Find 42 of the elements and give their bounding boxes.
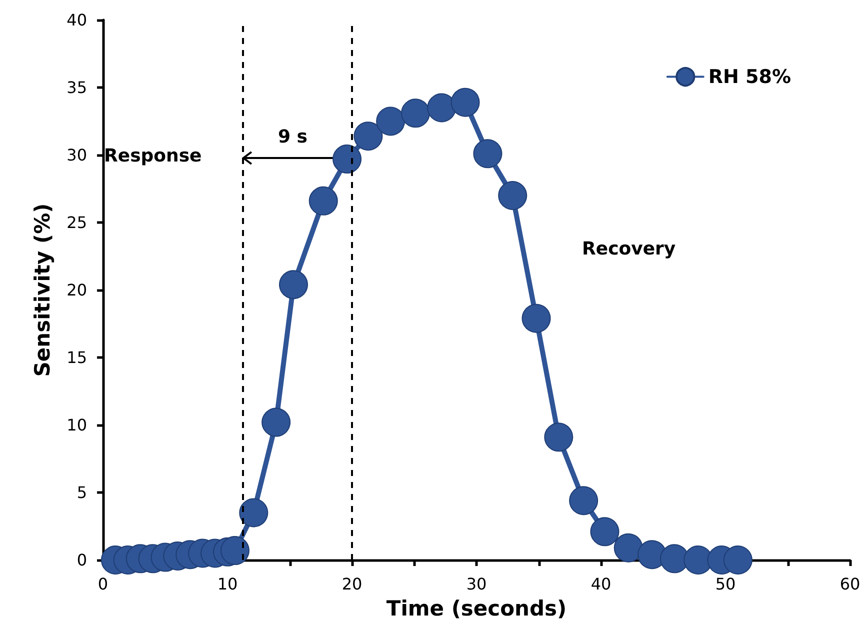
y-tick-label: 10 — [66, 416, 87, 434]
x-tick-label: 50 — [715, 574, 736, 594]
point — [354, 122, 383, 151]
x-tick-label: 30 — [466, 574, 487, 594]
y-tick-label: 25 — [66, 213, 87, 232]
point — [569, 486, 598, 516]
y-tick-label: 35 — [66, 78, 87, 97]
point — [544, 422, 574, 452]
point — [614, 533, 643, 562]
annotation: Recovery — [582, 238, 676, 260]
point — [473, 139, 502, 168]
point — [427, 93, 456, 122]
annotation: 9 s — [278, 126, 308, 148]
point — [239, 498, 268, 528]
point — [401, 98, 430, 128]
point — [376, 106, 406, 136]
y-tick-label: 40 — [66, 10, 87, 30]
point — [262, 408, 291, 437]
y-axis-title: Sensitivity (%) — [30, 203, 54, 377]
x-tick-label: 40 — [590, 574, 612, 594]
y-tick-label: 30 — [66, 146, 87, 164]
y-tick-label: 20 — [66, 280, 87, 300]
point — [332, 144, 362, 174]
point — [522, 304, 551, 333]
point — [660, 544, 689, 574]
point — [279, 270, 308, 300]
point — [590, 517, 620, 546]
x-tick-label: 20 — [342, 574, 362, 594]
point — [723, 546, 752, 574]
x-tick-label: 10 — [217, 574, 238, 594]
x-axis-title: Time (seconds) — [386, 596, 567, 620]
x-tick-label: 0 — [98, 574, 108, 594]
y-tick-label: 5 — [76, 483, 87, 502]
y-tick-label: 0 — [76, 550, 87, 570]
x-tick-label: 60 — [840, 574, 860, 594]
point — [450, 88, 480, 117]
point — [220, 536, 250, 566]
point — [498, 181, 528, 210]
point — [308, 186, 338, 216]
y-tick-label: 15 — [66, 348, 87, 367]
legend-label: RH 58% — [708, 66, 791, 88]
annotation: Response — [104, 146, 202, 166]
